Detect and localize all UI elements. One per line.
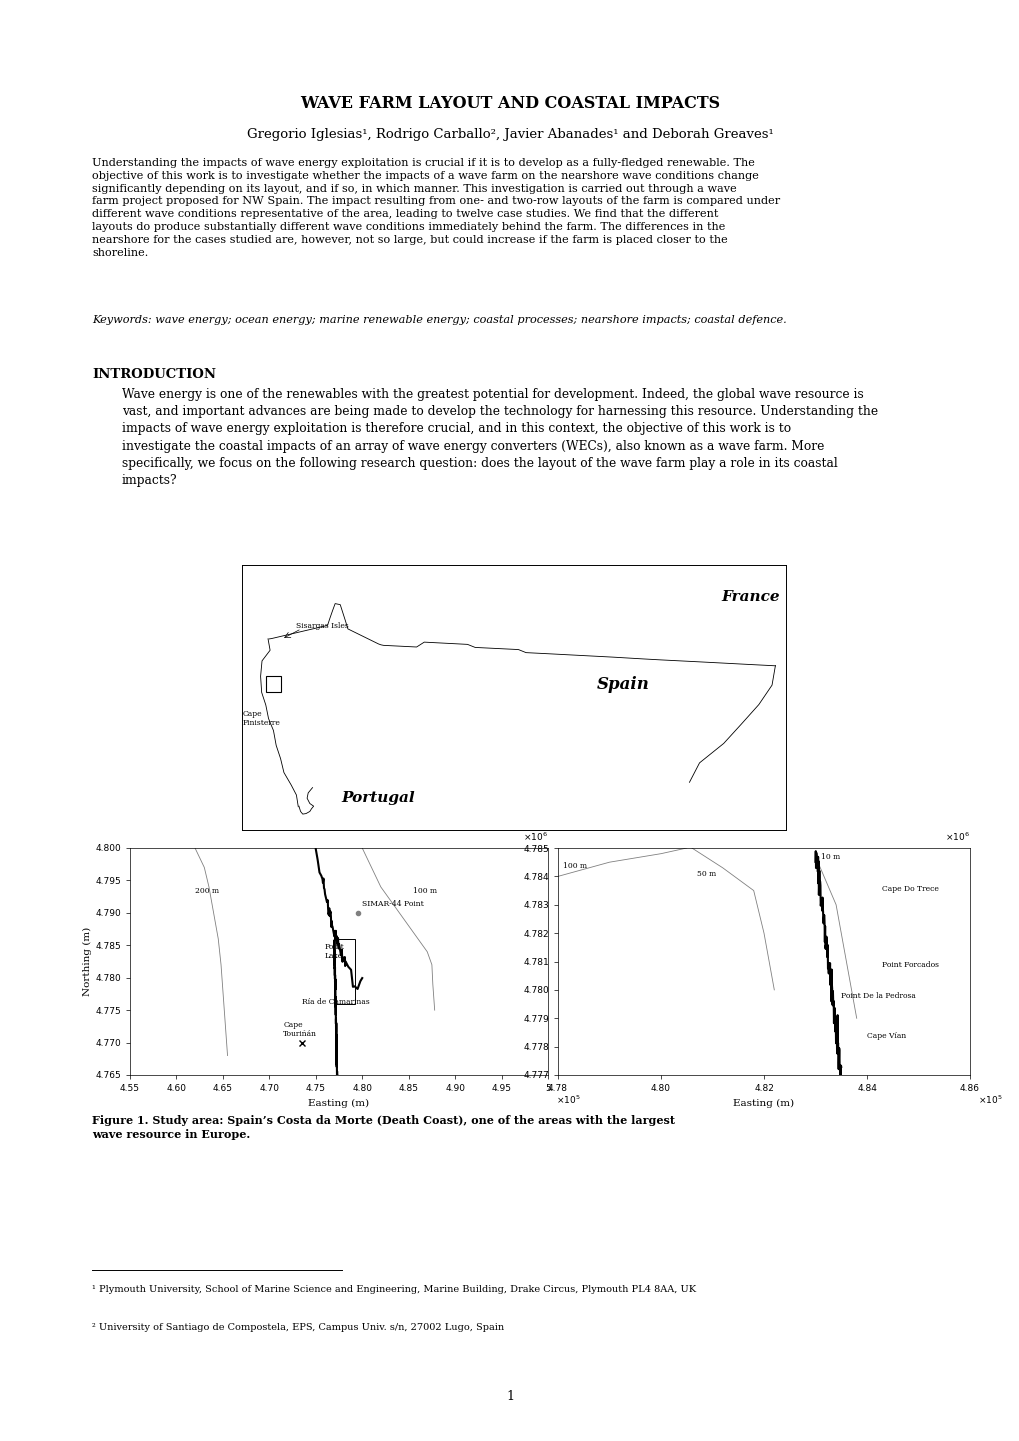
Text: Wave energy is one of the renewables with the greatest potential for development: Wave energy is one of the renewables wit…	[122, 388, 877, 487]
Text: 1: 1	[505, 1391, 514, 1404]
Text: Figure 1. Study area: Spain’s Costa da Morte (Death Coast), one of the areas wit: Figure 1. Study area: Spain’s Costa da M…	[92, 1115, 675, 1140]
Text: Portugal: Portugal	[340, 791, 415, 806]
Text: 200 m: 200 m	[195, 888, 219, 895]
Text: Spain: Spain	[596, 676, 649, 693]
Text: $\times 10^5$: $\times 10^5$	[555, 1094, 581, 1105]
Text: $\times 10^5$: $\times 10^5$	[977, 1094, 1002, 1105]
Y-axis label: Northing (m): Northing (m)	[84, 927, 93, 996]
Text: Sisargas Isles: Sisargas Isles	[296, 623, 348, 630]
Text: Cape
Finisterre: Cape Finisterre	[243, 710, 280, 728]
Text: Cape
Touriñán: Cape Touriñán	[283, 1020, 317, 1038]
Text: 10 m: 10 m	[820, 853, 839, 862]
Text: Cape Vían: Cape Vían	[866, 1032, 905, 1040]
Text: ¹ Plymouth University, School of Marine Science and Engineering, Marine Building: ¹ Plymouth University, School of Marine …	[92, 1285, 695, 1294]
Text: Point Forcados: Point Forcados	[881, 961, 938, 970]
Text: France: France	[720, 589, 779, 604]
Text: Ría de Camarinas: Ría de Camarinas	[302, 997, 369, 1006]
Text: Point
Laxe: Point Laxe	[325, 942, 344, 960]
Text: $\times 10^6$: $\times 10^6$	[945, 831, 969, 843]
Text: Point De la Pedrosa: Point De la Pedrosa	[841, 993, 915, 1000]
Bar	[334, 938, 355, 1004]
Text: WAVE FARM LAYOUT AND COASTAL IMPACTS: WAVE FARM LAYOUT AND COASTAL IMPACTS	[300, 95, 719, 112]
Text: 100 m: 100 m	[413, 888, 437, 895]
Text: ² University of Santiago de Compostela, EPS, Campus Univ. s/n, 27002 Lugo, Spain: ² University of Santiago de Compostela, …	[92, 1323, 503, 1331]
Text: 100 m: 100 m	[562, 862, 587, 870]
Text: INTRODUCTION: INTRODUCTION	[92, 367, 216, 380]
Text: 50 m: 50 m	[696, 870, 715, 879]
Text: SIMAR-44 Point: SIMAR-44 Point	[362, 901, 424, 908]
Bar	[265, 676, 280, 692]
Text: Keywords: wave energy; ocean energy; marine renewable energy; coastal processes;: Keywords: wave energy; ocean energy; mar…	[92, 316, 786, 326]
X-axis label: Easting (m): Easting (m)	[308, 1098, 369, 1108]
X-axis label: Easting (m): Easting (m)	[733, 1098, 794, 1108]
Text: $\times 10^6$: $\times 10^6$	[523, 831, 547, 843]
Text: Gregorio Iglesias¹, Rodrigo Carballo², Javier Abanades¹ and Deborah Greaves¹: Gregorio Iglesias¹, Rodrigo Carballo², J…	[247, 128, 772, 141]
Text: Cape Do Trece: Cape Do Trece	[881, 885, 938, 892]
Text: Understanding the impacts of wave energy exploitation is crucial if it is to dev: Understanding the impacts of wave energy…	[92, 159, 780, 258]
